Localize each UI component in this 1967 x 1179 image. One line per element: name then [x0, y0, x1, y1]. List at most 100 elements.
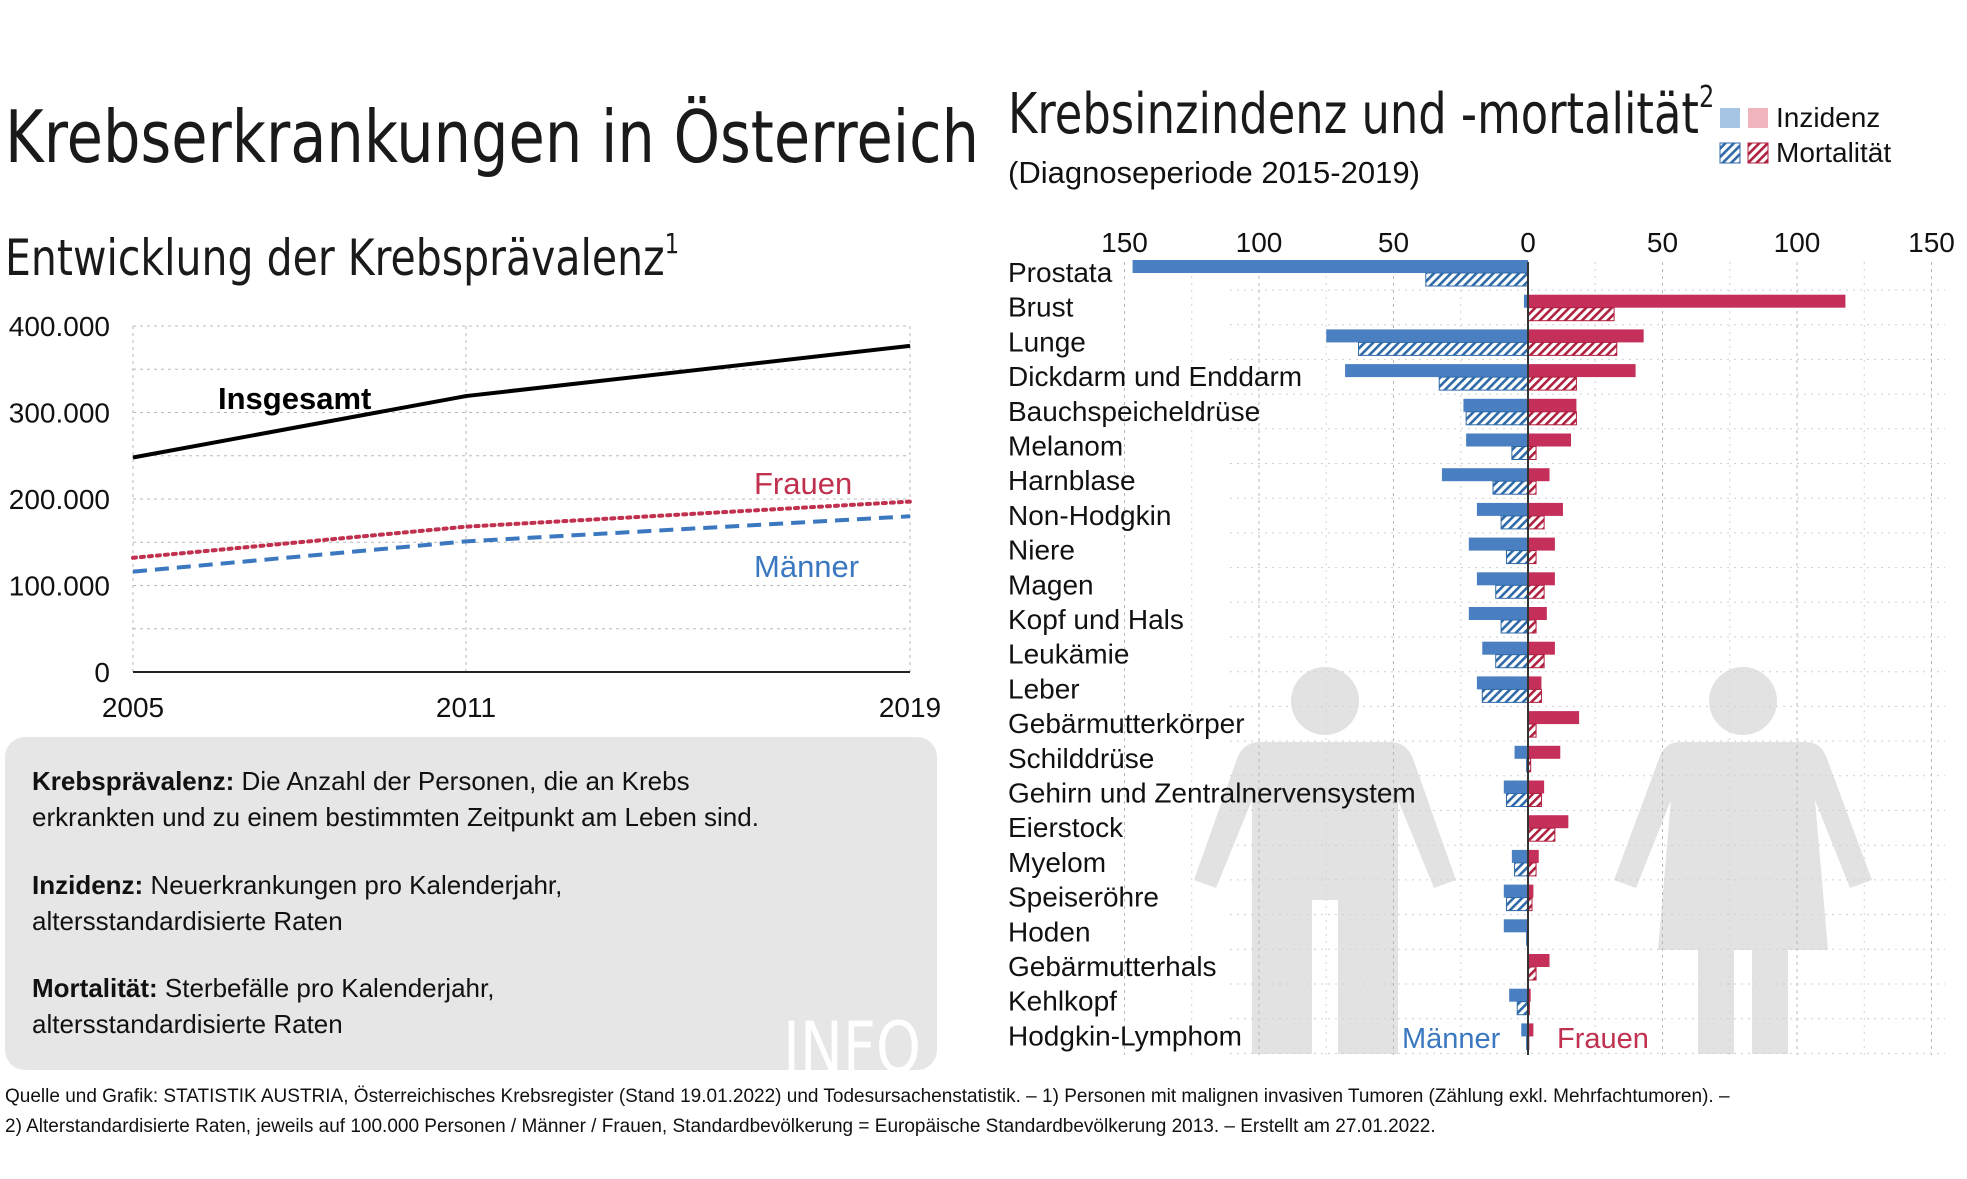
incidence-subtitle: (Diagnoseperiode 2015-2019) — [1008, 155, 1420, 190]
bar-men-mortality-prostata — [1425, 272, 1529, 287]
incidence-title-text: Krebsinzindenz und -mortalität — [1008, 81, 1699, 146]
category-label-hoden: Hoden — [1008, 916, 1091, 947]
bar-women-mortality-kopf-und-hals — [1527, 619, 1537, 634]
bar-men-incidence-hoden — [1503, 919, 1528, 933]
category-label-myelom: Myelom — [1008, 847, 1106, 878]
bar-men-incidence-kehlkopf — [1509, 988, 1528, 1002]
info-mortality-term: Mortalität: — [32, 973, 158, 1003]
bar-tick-label: 50 — [1647, 227, 1678, 258]
bar-men-mortality-leukaemie — [1495, 654, 1529, 669]
bar-men-mortality-non-hodgkin — [1500, 515, 1529, 530]
bar-men-mortality-myelom — [1514, 862, 1529, 877]
category-label-gehirn-und-zentralnervensystem: Gehirn und Zentralnervensystem — [1008, 778, 1416, 809]
bar-tick-label: 100 — [1236, 227, 1283, 258]
bar-men-incidence-schilddruese — [1514, 745, 1528, 759]
legend-women-mortality-swatch — [1747, 142, 1769, 164]
series-point-maenner — [909, 515, 911, 517]
info-prevalence-def: Die Anzahl der Personen, die an Krebs — [234, 766, 689, 796]
bar-women-incidence-kehlkopf — [1528, 988, 1531, 1002]
bar-men-mortality-niere — [1505, 550, 1529, 565]
bar-men-mortality-bauchspeicheldruese — [1465, 411, 1529, 426]
incidence-mortality-bar-chart: 150 100 50 0 50 100 150ProstataBrustLungeDickd… — [1008, 227, 1955, 1055]
info-mortality-line2: altersstandardisierte Raten — [32, 1009, 343, 1039]
bar-women-mortality-bauchspeicheldruese — [1527, 411, 1577, 426]
bar-men-incidence-brust — [1523, 294, 1528, 308]
bar-women-incidence-melanom — [1528, 433, 1572, 447]
bar-women-incidence-eierstock — [1528, 815, 1569, 829]
series-point-maenner — [465, 540, 467, 542]
bar-women-mortality-harnblase — [1527, 480, 1537, 495]
main-title: Krebserkrankungen in Österreich — [5, 95, 979, 179]
category-label-schilddruese: Schilddrüse — [1008, 743, 1154, 774]
bar-women-incidence-myelom — [1528, 849, 1539, 863]
bar-women-incidence-gebaermutterkoerper — [1528, 711, 1580, 725]
female-silhouette-icon — [1614, 667, 1872, 1054]
bar-men-incidence-hodgkin-lymphom — [1521, 1023, 1528, 1037]
info-incidence-def: Neuerkrankungen pro Kalenderjahr, — [143, 870, 562, 900]
x-tick-label: 2011 — [436, 692, 496, 723]
category-label-niere: Niere — [1008, 535, 1075, 566]
legend-mortality-label: Mortalität — [1776, 137, 1891, 168]
info-prevalence-term: Krebsprävalenz: — [32, 766, 234, 796]
bar-women-incidence-bauchspeicheldruese — [1528, 398, 1577, 412]
bar-men-mortality-leber — [1481, 688, 1529, 703]
series-label-insgesamt: Insgesamt — [218, 381, 371, 416]
bar-women-mortality-gebaermutterkoerper — [1527, 723, 1537, 738]
bar-men-mortality-dickdarm-und-enddarm — [1438, 376, 1529, 391]
series-point-frauen — [132, 557, 134, 559]
label-men: Männer — [1402, 1023, 1501, 1055]
series-point-frauen — [909, 501, 911, 503]
incidence-title-sup: 2 — [1699, 80, 1714, 114]
bar-men-mortality-melanom — [1511, 446, 1529, 460]
bar-men-mortality-magen — [1495, 584, 1529, 599]
bar-women-incidence-hodgkin-lymphom — [1528, 1023, 1534, 1037]
bar-men-incidence-leber — [1476, 676, 1528, 690]
bar-tick-label: 150 — [1101, 227, 1148, 258]
bar-women-incidence-harnblase — [1528, 468, 1550, 482]
bar-women-incidence-dickdarm-und-enddarm — [1528, 364, 1636, 378]
prevalence-subtitle-text: Entwicklung der Krebsprävalenz — [5, 229, 665, 287]
bar-men-incidence-prostata — [1132, 260, 1528, 273]
info-incidence-term: Inzidenz: — [32, 870, 143, 900]
category-label-prostata: Prostata — [1008, 257, 1113, 288]
bar-men-mortality-kehlkopf — [1516, 1001, 1529, 1016]
category-label-bauchspeicheldruese: Bauchspeicheldrüse — [1008, 396, 1260, 427]
bar-women-mortality-gehirn-und-zentralnervensystem — [1527, 793, 1542, 807]
bar-men-incidence-magen — [1476, 572, 1528, 586]
category-label-leukaemie: Leukämie — [1008, 639, 1129, 670]
bar-men-incidence-melanom — [1466, 433, 1528, 447]
bar-women-mortality-brust — [1527, 307, 1615, 322]
info-mortality-line1: Mortalität: Sterbefälle pro Kalenderjahr… — [32, 973, 494, 1003]
series-point-insgesamt — [132, 456, 134, 458]
bar-men-incidence-non-hodgkin — [1476, 502, 1528, 516]
bar-men-incidence-speiseroehre — [1503, 884, 1528, 898]
bar-women-incidence-brust — [1528, 294, 1846, 308]
bar-women-incidence-niere — [1528, 537, 1555, 551]
bar-women-incidence-gehirn-und-zentralnervensystem — [1528, 780, 1545, 794]
bar-women-incidence-speiseroehre — [1528, 884, 1534, 898]
bar-women-mortality-magen — [1527, 584, 1545, 599]
bar-men-mortality-gehirn-und-zentralnervensystem — [1505, 793, 1529, 807]
bar-women-mortality-gebaermutterhals — [1527, 966, 1537, 981]
legend: Inzidenz Mortalität — [1719, 102, 1891, 168]
bar-women-incidence-magen — [1528, 572, 1555, 586]
bar-women-mortality-leukaemie — [1527, 654, 1545, 669]
series-label-frauen: Frauen — [754, 466, 852, 501]
prevalence-subtitle: Entwicklung der Krebsprävalenz1 — [5, 228, 679, 287]
footer-source-line2: 2) Alterstandardisierte Raten, jeweils a… — [5, 1116, 1436, 1137]
legend-men-mortality-swatch — [1719, 142, 1741, 164]
bar-tick-label: 0 — [1520, 227, 1536, 258]
info-box — [5, 737, 937, 1070]
series-point-frauen — [465, 526, 467, 528]
bar-women-incidence-gebaermutterhals — [1528, 954, 1550, 967]
series-label-maenner: Männer — [754, 549, 859, 584]
category-label-hodgkin-lymphom: Hodgkin-Lymphom — [1008, 1020, 1242, 1051]
legend-men-incidence-swatch — [1720, 108, 1740, 128]
bar-men-incidence-myelom — [1511, 849, 1528, 863]
bar-men-incidence-dickdarm-und-enddarm — [1345, 364, 1528, 378]
bar-men-incidence-harnblase — [1441, 468, 1528, 482]
bar-men-mortality-harnblase — [1492, 480, 1529, 495]
bar-women-incidence-schilddruese — [1528, 745, 1561, 759]
bar-women-incidence-leber — [1528, 676, 1542, 690]
